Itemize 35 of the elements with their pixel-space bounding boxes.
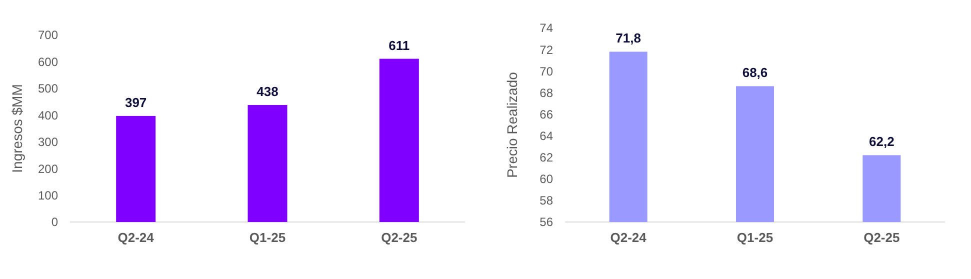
y-tick-label: 0 <box>51 215 58 230</box>
x-tick-label: Q1-25 <box>249 230 286 245</box>
y-tick-label: 500 <box>38 82 58 96</box>
y-tick-label: 58 <box>540 194 554 208</box>
x-tick-label: Q2-24 <box>118 230 155 245</box>
y-axis-title: Precio Realizado <box>504 72 520 178</box>
y-tick-label: 200 <box>38 162 58 176</box>
y-tick-label: 66 <box>540 107 554 122</box>
data-label: 438 <box>256 84 278 99</box>
bar <box>248 104 288 222</box>
y-tick-label: 700 <box>38 28 58 42</box>
x-tick-label: Q2-25 <box>864 230 900 245</box>
data-label: 71,8 <box>616 30 641 46</box>
y-tick-label: 56 <box>540 215 554 230</box>
y-tick-label: 600 <box>38 54 58 69</box>
y-axis-title: Ingresos $MM <box>9 84 25 173</box>
y-tick-label: 100 <box>38 188 58 202</box>
data-label: 62,2 <box>869 134 894 150</box>
y-tick-label: 64 <box>540 128 554 143</box>
data-label: 611 <box>388 38 410 53</box>
y-tick-label: 300 <box>38 135 58 150</box>
y-tick-label: 62 <box>540 150 554 165</box>
y-tick-label: 72 <box>540 42 554 57</box>
y-tick-label: 68 <box>540 86 554 100</box>
x-tick-label: Q2-24 <box>610 230 648 245</box>
bar <box>116 116 156 222</box>
data-label: 397 <box>124 94 147 110</box>
x-tick-label: Q1-25 <box>736 230 774 245</box>
y-tick-label: 70 <box>540 64 554 78</box>
y-tick-label: 74 <box>540 21 554 36</box>
x-tick-label: Q2-25 <box>381 230 418 245</box>
data-label: 68,6 <box>742 65 768 80</box>
y-tick-label: 400 <box>38 108 58 122</box>
bar <box>379 58 419 222</box>
y-tick-label: 60 <box>540 172 554 186</box>
